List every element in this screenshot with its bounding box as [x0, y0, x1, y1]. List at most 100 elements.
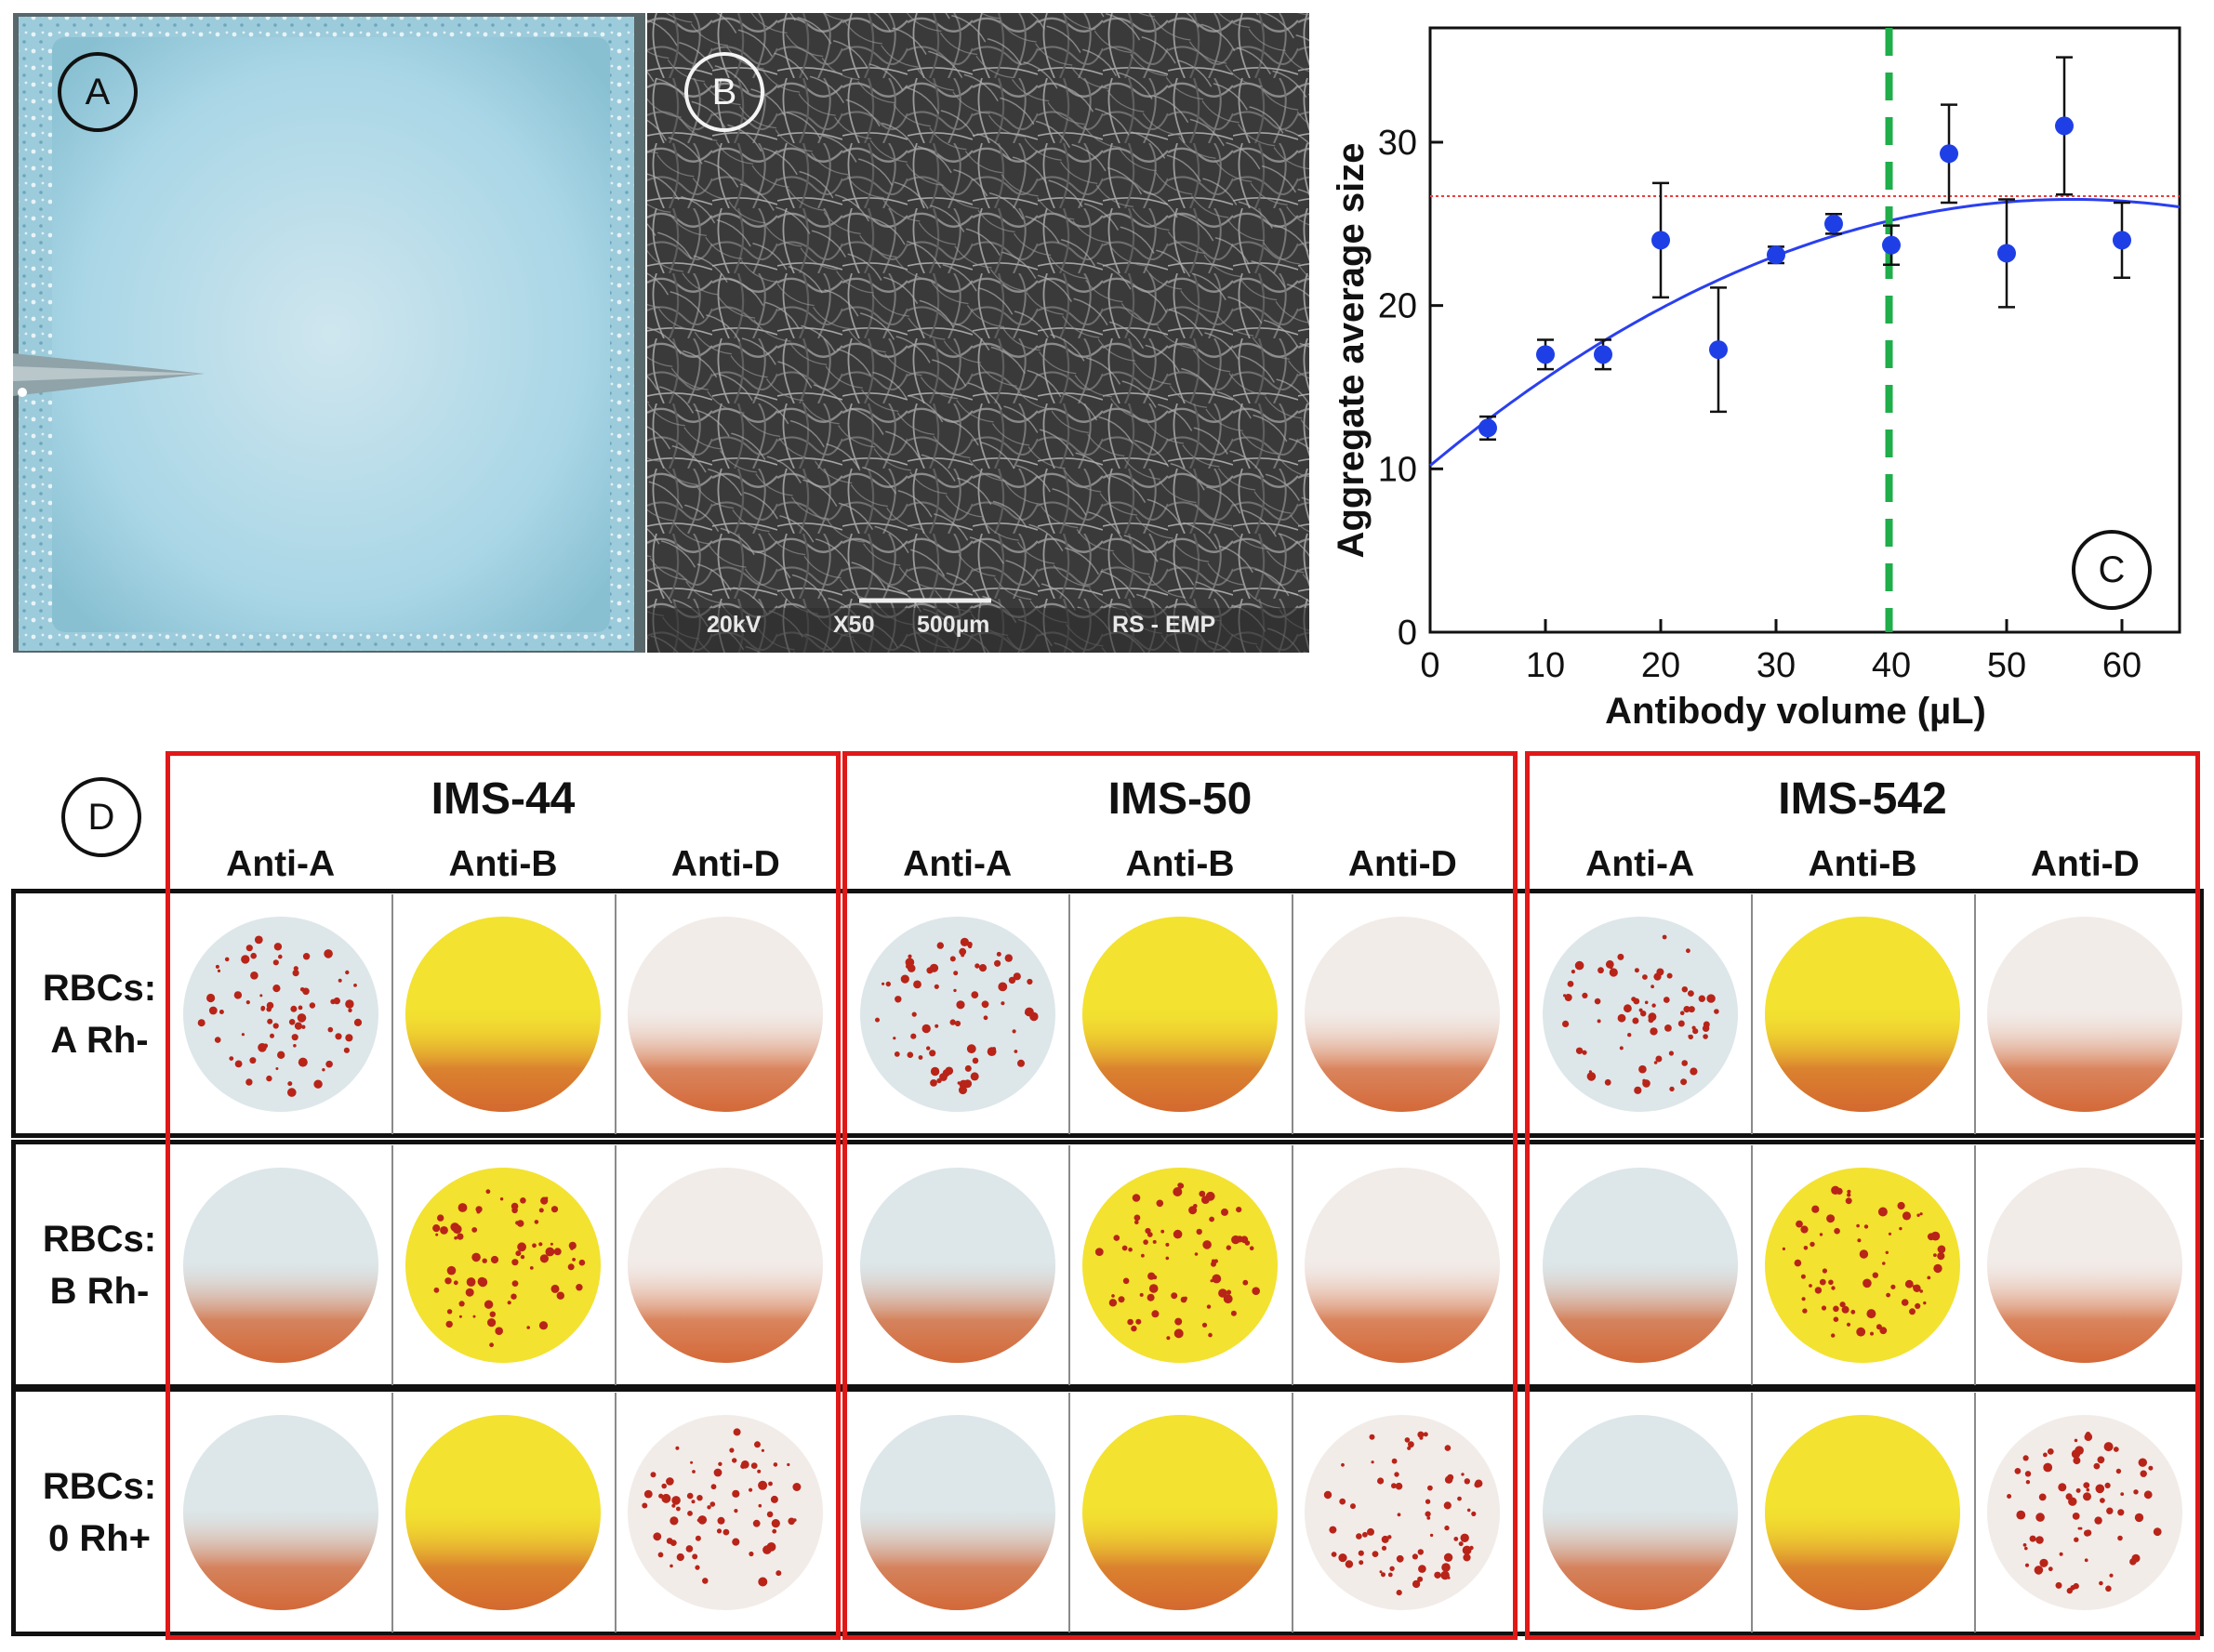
- column-label: Anti-A: [903, 844, 1013, 884]
- group-title: IMS-50: [1107, 774, 1253, 824]
- row-label-line1: RBCs:: [42, 1466, 157, 1507]
- x-tick-label: 20: [1641, 646, 1680, 685]
- cell-divider: [614, 1145, 616, 1385]
- row-label-line2: A Rh-: [50, 1020, 149, 1061]
- row-label-line1: RBCs:: [42, 1219, 157, 1260]
- y-tick-label: 20: [1378, 287, 1417, 326]
- test-spot: [1987, 1168, 2183, 1363]
- group-title: IMS-542: [1778, 774, 1947, 824]
- test-spot: [405, 1415, 601, 1610]
- panel-c-badge: C: [2072, 530, 2152, 610]
- test-spot: [1987, 1415, 2183, 1610]
- data-point: [1882, 235, 1901, 255]
- agglutination-pattern: [2007, 1432, 2162, 1594]
- test-spot: [182, 1415, 378, 1610]
- x-tick-label: 0: [1420, 646, 1439, 685]
- antibody-group-frame: [1525, 751, 2200, 1640]
- row-label: RBCs: B Rh-: [20, 1213, 179, 1317]
- sem-lab-label: RS - EMP: [1112, 612, 1216, 638]
- cell-divider: [614, 894, 616, 1134]
- cell-divider: [391, 1393, 394, 1632]
- cell-divider: [1291, 894, 1293, 1134]
- test-spot: [859, 1415, 1055, 1610]
- diffusion-pattern: [1987, 917, 2183, 1112]
- data-point: [1997, 244, 2016, 263]
- agglutination-pattern: [432, 1189, 586, 1348]
- panel-c-chart: 0 10 20 30 40 50 60 0 10 20 30 Antibody volume (µL)…: [1320, 7, 2204, 742]
- diffusion-pattern: [405, 917, 601, 1112]
- test-spot: [1542, 917, 1738, 1112]
- antibody-group-frame: [842, 751, 1518, 1640]
- row-frame: [11, 1387, 2204, 1636]
- test-spot: [405, 1168, 601, 1363]
- column-label: Anti-A: [1585, 844, 1695, 884]
- diffusion-pattern: [1082, 917, 1278, 1112]
- column-label: Anti-D: [1347, 844, 1457, 884]
- panel-b-sem-image: B 20kV X50 500µm RS - EMP: [647, 13, 1309, 653]
- test-spot: [628, 1415, 824, 1610]
- panel-a-photo: A: [13, 13, 645, 653]
- column-label: Anti-D: [670, 844, 780, 884]
- diffusion-pattern: [859, 1168, 1055, 1363]
- row-label-line1: RBCs:: [42, 968, 157, 1009]
- group-title: IMS-44: [431, 774, 576, 824]
- y-tick-label: 10: [1378, 450, 1417, 489]
- column-label: Anti-B: [1808, 844, 1917, 884]
- data-point: [1478, 418, 1497, 438]
- cell-divider: [1973, 894, 1976, 1134]
- test-spot: [1305, 1415, 1501, 1610]
- data-point: [1824, 214, 1843, 233]
- test-spot: [628, 917, 824, 1112]
- y-tick-label: 30: [1378, 124, 1417, 163]
- panel-b-badge: B: [684, 52, 764, 132]
- row-label: RBCs: A Rh-: [20, 962, 179, 1066]
- test-spot: [859, 1168, 1055, 1363]
- row-frame: [11, 1140, 2204, 1389]
- diffusion-pattern: [1987, 1168, 2183, 1363]
- test-spot: [1082, 1168, 1278, 1363]
- cell-divider: [1068, 1393, 1071, 1632]
- plot-frame: [1428, 26, 2181, 634]
- column-label: Anti-D: [2030, 844, 2140, 884]
- test-spot: [405, 917, 601, 1112]
- cell-divider: [391, 894, 394, 1134]
- fit-curve: [1429, 198, 2181, 467]
- test-spot: [1542, 1168, 1738, 1363]
- diffusion-pattern: [1082, 1415, 1278, 1610]
- cell-divider: [1291, 1393, 1293, 1632]
- diffusion-pattern: [1542, 1415, 1738, 1610]
- panel-a-badge: A: [58, 52, 138, 132]
- diffusion-pattern: [1765, 917, 1960, 1112]
- cell-divider: [614, 1393, 616, 1632]
- needle-icon: [13, 353, 205, 397]
- agglutination-pattern: [1561, 934, 1719, 1094]
- diffusion-pattern: [405, 1415, 601, 1610]
- diffusion-pattern: [1305, 1168, 1501, 1363]
- diffusion-pattern: [182, 1168, 378, 1363]
- diffusion-pattern: [859, 1415, 1055, 1610]
- sem-scale-label: 500µm: [917, 612, 990, 638]
- y-tick-label: 0: [1398, 614, 1417, 653]
- data-point: [2055, 116, 2074, 136]
- row-label-line2: B Rh-: [49, 1271, 150, 1312]
- row-label: RBCs: 0 Rh+: [20, 1460, 179, 1565]
- x-tick-label: 40: [1872, 646, 1911, 685]
- test-spot: [182, 1168, 378, 1363]
- data-point: [1767, 245, 1785, 265]
- x-tick-label: 60: [2102, 646, 2141, 685]
- data-point: [1940, 144, 1958, 164]
- cell-divider: [1068, 894, 1071, 1134]
- data-point: [2113, 231, 2131, 250]
- diffusion-pattern: [1765, 1415, 1960, 1610]
- agglutination-pattern: [1782, 1185, 1946, 1338]
- row-label-line2: 0 Rh+: [47, 1518, 152, 1559]
- cell-divider: [1751, 1393, 1754, 1632]
- cell-divider: [391, 1145, 394, 1385]
- test-spot: [1305, 917, 1501, 1112]
- agglutination-pattern: [874, 937, 1039, 1095]
- test-spot: [1305, 1168, 1501, 1363]
- cell-divider: [1751, 1145, 1754, 1385]
- cell-divider: [1751, 894, 1754, 1134]
- cell-divider: [1973, 1145, 1976, 1385]
